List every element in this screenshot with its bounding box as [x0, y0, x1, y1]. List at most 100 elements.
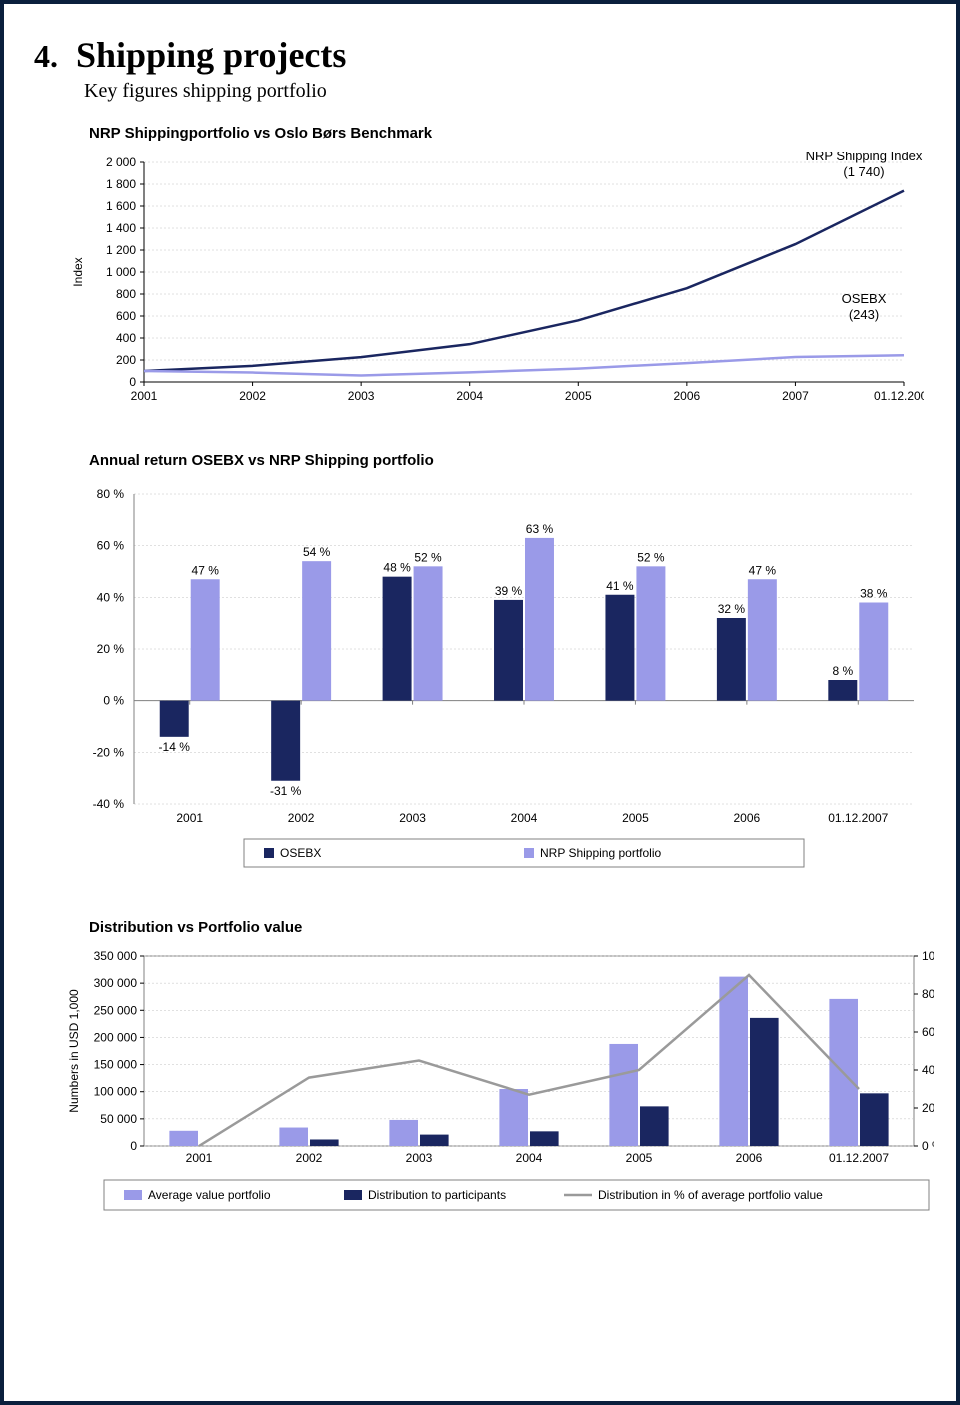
- svg-text:100 000: 100 000: [94, 1085, 138, 1099]
- svg-text:200: 200: [116, 353, 136, 367]
- svg-text:63 %: 63 %: [526, 522, 554, 536]
- svg-text:52 %: 52 %: [414, 550, 442, 564]
- svg-text:01.12.2007: 01.12.2007: [874, 389, 924, 403]
- svg-text:Distribution in % of average p: Distribution in % of average portfolio v…: [598, 1188, 823, 1202]
- svg-text:0 %: 0 %: [103, 694, 124, 708]
- svg-text:2002: 2002: [296, 1151, 323, 1165]
- svg-text:2003: 2003: [348, 389, 375, 403]
- svg-text:Index: Index: [71, 257, 85, 286]
- chart2-title: Annual return OSEBX vs NRP Shipping port…: [89, 452, 916, 469]
- bar: [525, 538, 554, 701]
- chart3-block: Distribution vs Portfolio value 050 0001…: [64, 919, 916, 1226]
- svg-text:-20 %: -20 %: [93, 745, 125, 759]
- chart3-title: Distribution vs Portfolio value: [89, 919, 916, 936]
- bar: [609, 1044, 638, 1146]
- svg-text:38 %: 38 %: [860, 587, 888, 601]
- bar: [530, 1131, 559, 1146]
- svg-text:52 %: 52 %: [637, 550, 665, 564]
- chart1-svg: 02004006008001 0001 2001 4001 6001 8002 …: [64, 152, 924, 412]
- svg-text:(243): (243): [849, 307, 879, 322]
- svg-text:20 %: 20 %: [97, 642, 125, 656]
- svg-text:(1 740): (1 740): [843, 164, 884, 179]
- heading-row: 4. Shipping projects: [34, 34, 916, 76]
- svg-text:400: 400: [116, 331, 136, 345]
- svg-text:Average value portfolio: Average value portfolio: [148, 1188, 271, 1202]
- bar: [271, 701, 300, 781]
- bar: [310, 1139, 339, 1146]
- svg-text:-14 %: -14 %: [159, 740, 191, 754]
- bar: [389, 1120, 418, 1146]
- svg-text:1 400: 1 400: [106, 221, 136, 235]
- bar: [859, 603, 888, 701]
- svg-text:41 %: 41 %: [606, 579, 634, 593]
- svg-text:-31 %: -31 %: [270, 784, 302, 798]
- svg-text:47 %: 47 %: [749, 563, 777, 577]
- line-series: [144, 191, 904, 371]
- svg-text:-40 %: -40 %: [93, 797, 125, 811]
- svg-text:54 %: 54 %: [303, 545, 331, 559]
- svg-text:0: 0: [130, 1139, 137, 1153]
- bar: [636, 566, 665, 700]
- svg-text:32 %: 32 %: [718, 602, 746, 616]
- svg-text:20 %: 20 %: [922, 1101, 934, 1115]
- svg-text:0 %: 0 %: [922, 1139, 934, 1153]
- svg-text:2002: 2002: [239, 389, 266, 403]
- svg-text:2004: 2004: [516, 1151, 543, 1165]
- svg-text:2004: 2004: [456, 389, 483, 403]
- svg-text:100 %: 100 %: [922, 949, 934, 963]
- bar: [748, 579, 777, 700]
- section-title: Shipping projects: [76, 34, 346, 76]
- svg-text:300 000: 300 000: [94, 976, 138, 990]
- svg-text:2001: 2001: [176, 811, 203, 825]
- svg-text:2003: 2003: [399, 811, 426, 825]
- svg-text:200 000: 200 000: [94, 1030, 138, 1044]
- bar: [420, 1135, 449, 1146]
- svg-text:350 000: 350 000: [94, 949, 138, 963]
- chart3-svg: 050 000100 000150 000200 000250 000300 0…: [64, 946, 934, 1226]
- svg-text:0: 0: [129, 375, 136, 389]
- svg-text:2006: 2006: [734, 811, 761, 825]
- svg-text:60 %: 60 %: [97, 539, 125, 553]
- document-page: 4. Shipping projects Key figures shippin…: [0, 0, 960, 1405]
- svg-text:OSEBX: OSEBX: [842, 291, 887, 306]
- svg-text:2007: 2007: [782, 389, 809, 403]
- bar: [640, 1106, 669, 1146]
- svg-text:39 %: 39 %: [495, 584, 523, 598]
- svg-text:2006: 2006: [674, 389, 701, 403]
- svg-text:2002: 2002: [288, 811, 315, 825]
- svg-text:1 800: 1 800: [106, 177, 136, 191]
- svg-text:48 %: 48 %: [383, 561, 411, 575]
- bar: [719, 977, 748, 1146]
- bar: [494, 600, 523, 701]
- bar: [828, 680, 857, 701]
- svg-text:80 %: 80 %: [97, 487, 125, 501]
- svg-text:250 000: 250 000: [94, 1003, 138, 1017]
- svg-text:1 600: 1 600: [106, 199, 136, 213]
- section-subtitle: Key figures shipping portfolio: [84, 80, 916, 103]
- bar: [414, 566, 443, 700]
- svg-text:2006: 2006: [736, 1151, 763, 1165]
- svg-text:OSEBX: OSEBX: [280, 846, 321, 860]
- svg-text:1 200: 1 200: [106, 243, 136, 257]
- bar: [169, 1131, 198, 1146]
- chart2-svg: -40 % -20 % 0 % 20 % 40 % 60 % 80 % -14 % 47 % 20…: [64, 479, 924, 879]
- svg-text:Distribution to participants: Distribution to participants: [368, 1188, 506, 1202]
- svg-text:800: 800: [116, 287, 136, 301]
- chart2-block: Annual return OSEBX vs NRP Shipping port…: [64, 452, 916, 879]
- svg-text:40 %: 40 %: [922, 1063, 934, 1077]
- svg-text:2005: 2005: [565, 389, 592, 403]
- bar: [383, 577, 412, 701]
- bar: [302, 561, 331, 700]
- svg-text:8 %: 8 %: [832, 664, 853, 678]
- svg-text:01.12.2007: 01.12.2007: [828, 811, 888, 825]
- svg-text:40 %: 40 %: [97, 590, 125, 604]
- svg-text:150 000: 150 000: [94, 1058, 138, 1072]
- svg-text:80 %: 80 %: [922, 987, 934, 1001]
- bar: [605, 595, 634, 701]
- svg-text:2001: 2001: [186, 1151, 213, 1165]
- chart1-title: NRP Shippingportfolio vs Oslo Børs Bench…: [89, 125, 916, 142]
- bar: [499, 1089, 528, 1146]
- svg-text:600: 600: [116, 309, 136, 323]
- section-number: 4.: [34, 38, 58, 75]
- bar: [717, 618, 746, 701]
